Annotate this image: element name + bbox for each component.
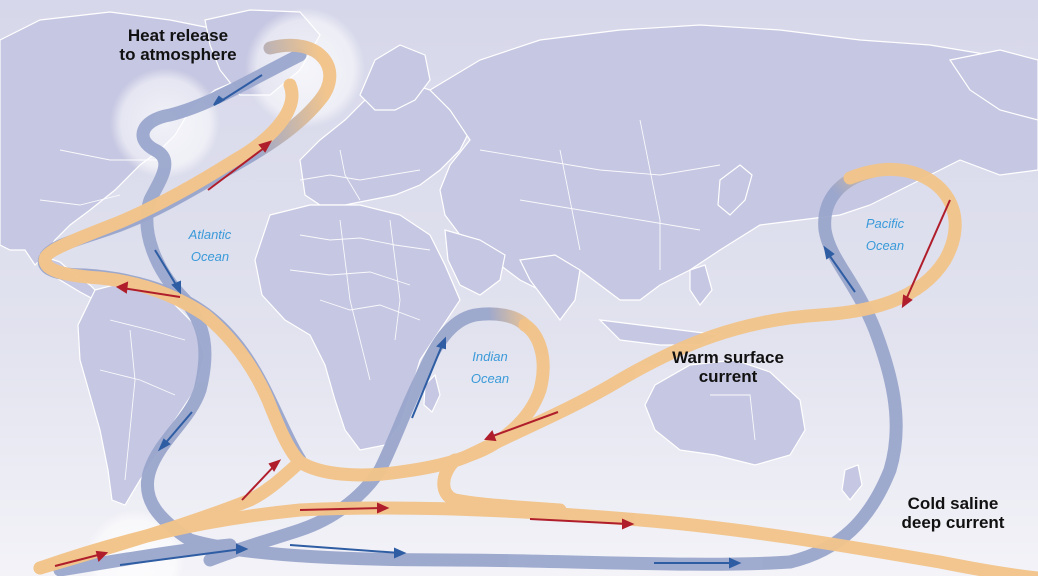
indian-ocean-label: Indian Ocean (470, 349, 510, 386)
cold-deep-current-label: Cold saline deep current (901, 494, 1005, 532)
border-line (639, 119, 661, 270)
japan-landmass (717, 164, 753, 216)
cold-arrow (289, 544, 407, 559)
heat-release-glow-greenland (245, 8, 365, 128)
warm-arrow (529, 518, 635, 530)
border-line (389, 219, 401, 341)
philippines-landmass (689, 264, 713, 307)
india-landmass (519, 254, 581, 321)
border-line (109, 319, 186, 341)
cold-arrow (654, 557, 742, 569)
cold-current-arrows (119, 74, 856, 569)
cold-arrow (154, 249, 181, 295)
border-line (39, 194, 121, 206)
border-line (339, 219, 371, 381)
alaska-landmass (949, 49, 1038, 121)
warm-arrow (241, 459, 282, 501)
warm-surface-currents (33, 38, 1038, 576)
south-america-landmass (77, 281, 206, 506)
border-line (299, 234, 431, 251)
warm-arrow (54, 550, 109, 567)
border-line (559, 149, 581, 251)
cold-current-pacific (783, 165, 903, 569)
australia-landmass (644, 359, 806, 466)
border-line (479, 149, 721, 176)
scandinavia-landmass (359, 44, 431, 111)
cold-arrow (411, 336, 446, 419)
warm-arrow (207, 140, 273, 191)
border-line (299, 169, 421, 181)
cold-current-bottom (53, 538, 237, 576)
warm-current-indian-to-pacific (463, 163, 962, 462)
warm-arrow (115, 281, 181, 298)
arabia-landmass (444, 229, 506, 296)
heat-release-glow-labrador (110, 68, 220, 178)
warm-arrow (901, 199, 951, 309)
border-line (519, 199, 701, 231)
warm-surface-current-label: Warm surface current (672, 348, 784, 386)
border-line (710, 394, 756, 441)
border-line (289, 269, 411, 286)
cold-current-north-atlantic (136, 48, 797, 571)
cold-arrow (157, 411, 193, 452)
heat-release-label: Heat release to atmosphere (119, 26, 237, 64)
warm-arrow (299, 502, 390, 514)
warm-current-arrows (54, 140, 951, 567)
border-line (99, 369, 176, 396)
cold-arrow (213, 74, 263, 106)
pacific-ocean-label: Pacific Ocean (865, 216, 905, 253)
warm-arrow (484, 411, 559, 442)
cold-arrow (823, 245, 856, 293)
atlantic-ocean-label: Atlantic Ocean (188, 227, 232, 264)
cold-current-indian-loop (373, 307, 532, 477)
border-line (339, 149, 361, 201)
land-masses (0, 9, 1038, 506)
border-line (124, 329, 136, 481)
madagascar-landmass (423, 373, 441, 413)
warm-current-southern-ocean (33, 501, 1038, 576)
border-line (319, 299, 421, 321)
new-zealand-landmass (841, 464, 863, 501)
cold-deep-currents (53, 48, 903, 576)
warm-current-gulf-stream-main (38, 78, 307, 469)
cold-arrow (119, 543, 249, 566)
